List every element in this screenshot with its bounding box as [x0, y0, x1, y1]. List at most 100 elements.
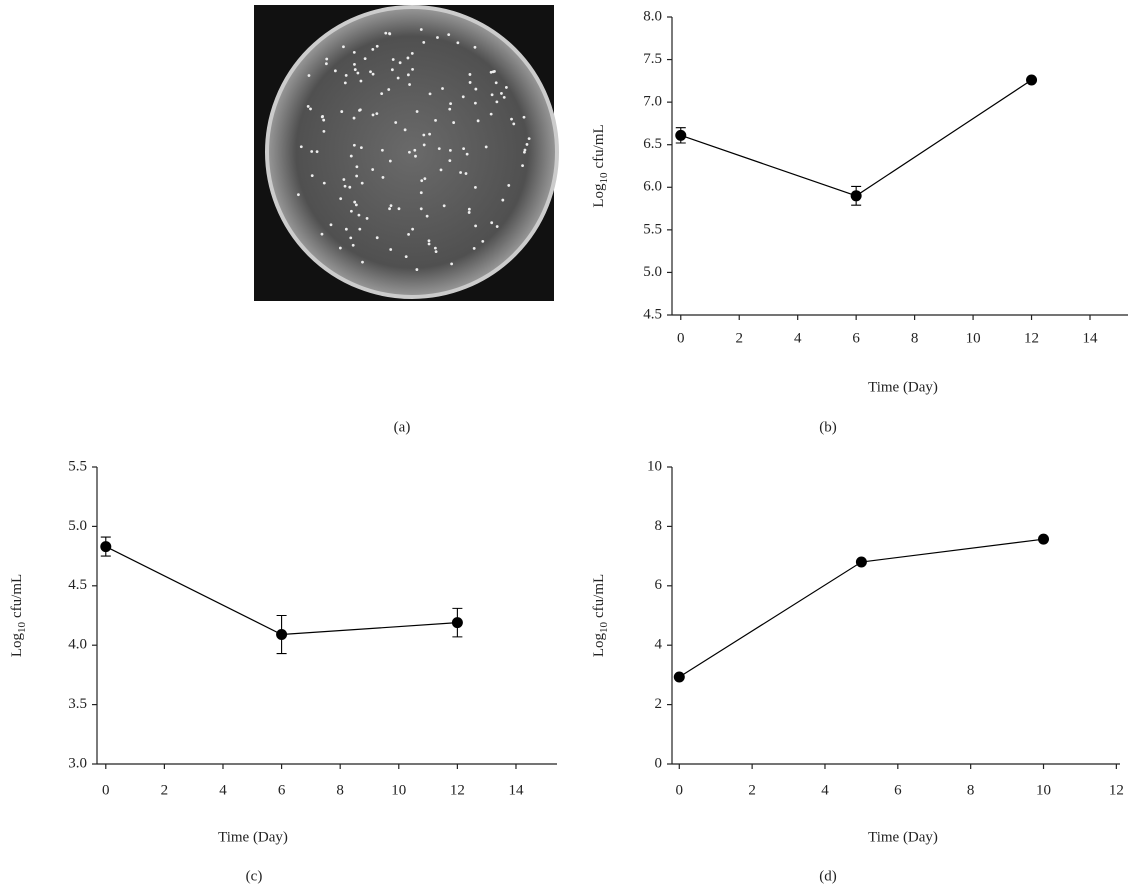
- colony: [352, 50, 356, 54]
- colony: [523, 148, 527, 152]
- colony: [361, 260, 364, 264]
- y-label-base: Log: [591, 633, 607, 658]
- colony: [490, 93, 494, 97]
- panel-label: (d): [819, 868, 837, 884]
- colony: [493, 69, 496, 73]
- colony: [474, 87, 478, 91]
- x-tick-label: 2: [748, 782, 756, 798]
- colony: [465, 152, 469, 156]
- x-tick-label: 12: [1109, 782, 1124, 798]
- colony: [349, 154, 353, 158]
- colony: [419, 28, 423, 31]
- colony: [307, 74, 311, 77]
- colony: [434, 118, 437, 122]
- colony: [321, 115, 324, 118]
- colony: [322, 118, 326, 122]
- colony: [343, 81, 347, 85]
- colony: [353, 200, 357, 204]
- colony: [502, 95, 506, 99]
- colony: [342, 178, 346, 181]
- colony: [527, 137, 531, 141]
- colony: [344, 227, 348, 231]
- x-tick-label: 6: [852, 330, 860, 346]
- colony: [320, 232, 324, 236]
- colony: [355, 165, 359, 169]
- y-tick-label: 8.0: [643, 8, 662, 24]
- colony: [500, 92, 503, 95]
- colony: [358, 227, 362, 231]
- data-point: [673, 671, 685, 683]
- x-tick-label: 14: [1083, 330, 1099, 346]
- colony: [428, 132, 432, 136]
- colony: [467, 211, 471, 214]
- colony: [523, 150, 526, 154]
- colony: [427, 242, 431, 246]
- y-label-subscript: 10: [598, 172, 610, 184]
- colony: [363, 57, 367, 61]
- data-point: [850, 190, 862, 202]
- x-tick-label: 0: [677, 330, 685, 346]
- colony: [441, 87, 444, 90]
- colony: [484, 145, 488, 149]
- colony: [408, 150, 411, 154]
- colony: [357, 213, 361, 217]
- colony: [324, 62, 328, 66]
- colony: [388, 159, 392, 163]
- colony: [467, 207, 471, 211]
- colony: [310, 150, 314, 153]
- colony: [325, 57, 329, 61]
- colony: [349, 209, 353, 213]
- y-tick-label: 6.0: [643, 179, 662, 195]
- colony: [359, 146, 363, 150]
- colony: [419, 191, 423, 195]
- colony: [464, 172, 468, 175]
- colony: [371, 113, 375, 117]
- panel-label: (a): [394, 419, 411, 435]
- y-tick-label: 5.5: [68, 458, 87, 474]
- colony: [333, 69, 337, 73]
- colony: [339, 197, 343, 201]
- colony: [427, 239, 431, 243]
- data-point: [451, 617, 463, 629]
- colony: [452, 121, 456, 124]
- colony: [521, 164, 524, 168]
- colony: [522, 115, 526, 119]
- y-tick-label: 5.5: [643, 221, 662, 237]
- data-point: [855, 556, 867, 568]
- colony: [456, 41, 460, 45]
- colony: [297, 193, 300, 197]
- colony: [360, 181, 364, 185]
- colony: [375, 236, 379, 240]
- colony: [348, 185, 352, 189]
- colony: [462, 147, 466, 151]
- x-tick-label: 4: [219, 782, 227, 798]
- y-label-base: Log: [591, 183, 607, 208]
- y-label-base: Log: [9, 633, 25, 658]
- colony: [489, 70, 493, 74]
- colony: [436, 36, 439, 39]
- colony: [352, 116, 356, 120]
- colony: [375, 44, 379, 48]
- colony: [422, 133, 426, 137]
- x-tick-label: 14: [508, 782, 524, 798]
- colony: [419, 207, 423, 211]
- colony: [371, 47, 375, 51]
- colony: [428, 92, 432, 96]
- colony: [371, 168, 375, 171]
- y-tick-label: 7.5: [643, 51, 662, 67]
- colony: [410, 51, 414, 55]
- colony: [342, 45, 345, 49]
- y-tick-label: 0: [655, 755, 663, 771]
- colony: [437, 147, 441, 151]
- colony: [474, 224, 478, 228]
- colony: [351, 243, 355, 247]
- colony: [306, 104, 310, 108]
- colony: [501, 198, 505, 202]
- colony: [349, 236, 353, 240]
- colony: [411, 67, 414, 71]
- colony: [414, 154, 417, 158]
- colony: [433, 246, 437, 250]
- y-label-unit: cfu/mL: [591, 124, 607, 168]
- colony: [422, 40, 426, 44]
